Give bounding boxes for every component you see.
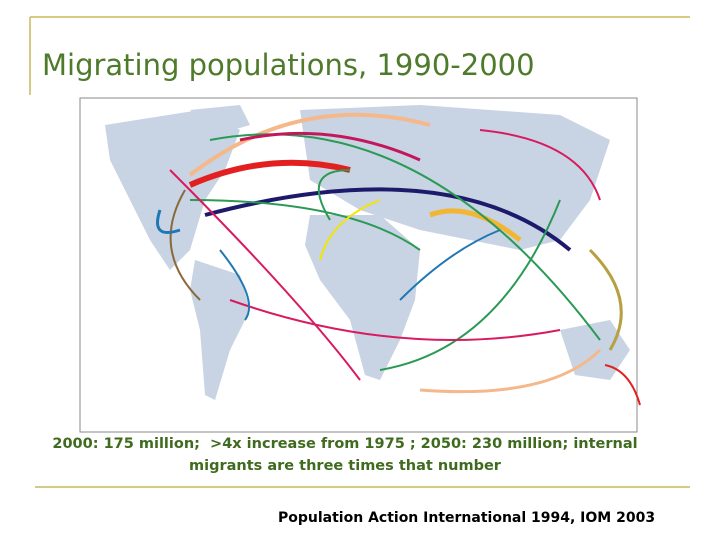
flow-arrows — [156, 112, 641, 406]
source: Population Action International 1994, IO… — [278, 510, 656, 526]
migration-map — [79, 97, 641, 433]
caption-line: 2000: 175 million; >4x increase from 197… — [52, 436, 638, 452]
caption-line: migrants are three times that number — [189, 458, 501, 474]
title: Migrating populations, 1990-2000 — [42, 48, 535, 82]
continents — [105, 105, 630, 400]
